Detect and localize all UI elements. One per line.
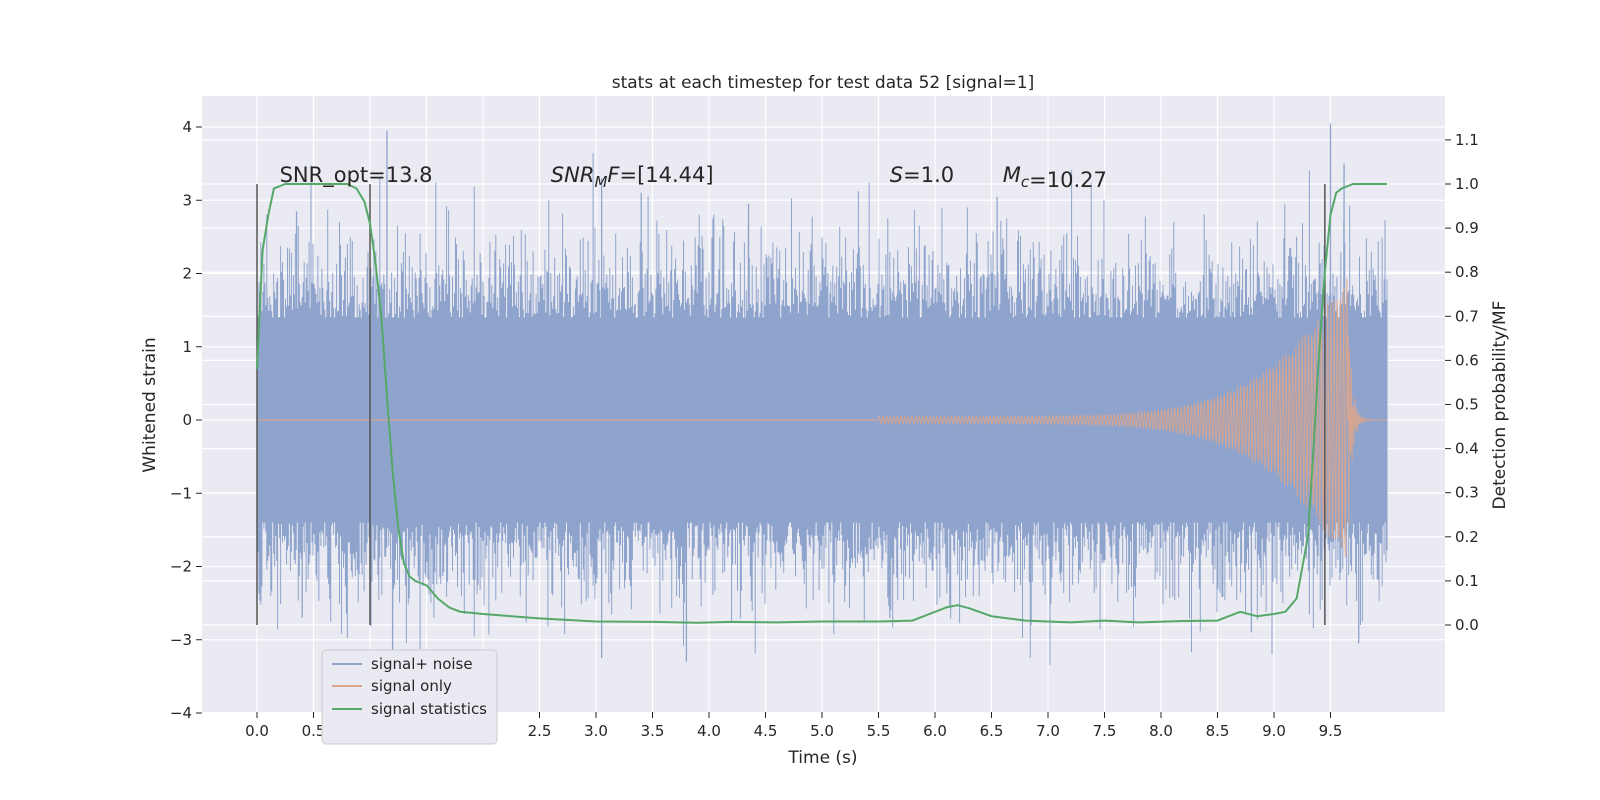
x-tick-label-12: 6.0: [923, 722, 947, 740]
x-tick-label-13: 6.5: [980, 722, 1004, 740]
x-tick-label-9: 4.5: [754, 722, 778, 740]
annotation-0: SNR_opt=13.8: [280, 163, 433, 188]
yl-tick-label-2: 2: [182, 265, 192, 283]
yl-tick-label-3: 1: [182, 338, 192, 356]
yr-tick-label-10: 0.1: [1455, 572, 1479, 590]
x-tick-label-11: 5.5: [867, 722, 891, 740]
x-tick-label-5: 2.5: [528, 722, 552, 740]
yr-tick-label-3: 0.8: [1455, 263, 1479, 281]
x-tick-label-6: 3.0: [584, 722, 608, 740]
y-right-axis-label: Detection probability/MF: [1490, 301, 1510, 510]
yl-tick-label-6: −2: [170, 558, 192, 576]
legend-label-signal-statistics: signal statistics: [371, 700, 487, 718]
y-left-axis-label: Whitened strain: [140, 337, 160, 472]
legend-label-signal-only: signal only: [371, 677, 452, 695]
annotation-1: SNRMF=[14.44]: [551, 163, 714, 191]
y-left-axis-ticks: 4 3 2 1 0 −1 −2 −3 −4: [170, 118, 202, 722]
x-axis-ticks: 0.00.51.01.52.02.53.03.54.04.55.05.56.06…: [245, 712, 1342, 740]
yr-tick-label-9: 0.2: [1455, 528, 1479, 546]
yl-tick-label-4: 0: [182, 411, 192, 429]
yr-tick-label-0: 1.1: [1455, 131, 1479, 149]
annotation-2: S=1.0: [890, 163, 954, 187]
x-tick-label-14: 7.0: [1036, 722, 1060, 740]
annotations: SNR_opt=13.8 SNRMF=[14.44] S=1.0 Mc=10.27: [280, 163, 1107, 192]
yr-tick-label-11: 0.0: [1455, 616, 1479, 634]
legend: signal+ noise signal only signal statist…: [321, 649, 498, 745]
yl-tick-label-8: −4: [170, 704, 192, 722]
x-tick-label-15: 7.5: [1093, 722, 1117, 740]
yl-tick-label-1: 3: [182, 191, 192, 209]
yl-tick-label-5: −1: [170, 484, 192, 502]
x-tick-label-0: 0.0: [245, 722, 269, 740]
yr-tick-label-5: 0.6: [1455, 351, 1479, 369]
yr-tick-label-1: 1.0: [1455, 175, 1479, 193]
yr-tick-label-8: 0.3: [1455, 484, 1479, 502]
vertical-markers: [256, 184, 1326, 625]
yr-tick-label-7: 0.4: [1455, 440, 1479, 458]
signal-chirp: [878, 278, 1387, 558]
yr-tick-label-6: 0.5: [1455, 396, 1479, 414]
statistics-curve: [256, 183, 1387, 624]
yr-tick-label-2: 0.9: [1455, 219, 1479, 237]
legend-box: [321, 649, 498, 745]
statistics-series: [256, 183, 1387, 624]
annotation-3: Mc=10.27: [1003, 163, 1107, 192]
x-tick-label-1: 0.5: [302, 722, 326, 740]
x-tick-label-10: 5.0: [810, 722, 834, 740]
chart-title: stats at each timestep for test data 52 …: [612, 73, 1035, 93]
signal-series: [257, 278, 1387, 558]
yr-tick-label-4: 0.7: [1455, 307, 1479, 325]
x-tick-label-8: 4.0: [697, 722, 721, 740]
x-tick-label-17: 8.5: [1206, 722, 1230, 740]
x-axis-label: Time (s): [787, 748, 857, 768]
yl-tick-label-7: −3: [170, 631, 192, 649]
x-tick-label-18: 9.0: [1262, 722, 1286, 740]
x-tick-label-16: 8.0: [1149, 722, 1173, 740]
x-tick-label-7: 3.5: [641, 722, 665, 740]
x-tick-label-19: 9.5: [1319, 722, 1343, 740]
legend-label-signal-noise: signal+ noise: [371, 655, 473, 673]
y-right-axis-ticks: 1.1 1.0 0.9 0.8 0.7 0.6 0.5 0.4 0.3 0.2 0.1 0.0: [1445, 131, 1479, 634]
yl-tick-label-0: 4: [182, 118, 192, 136]
